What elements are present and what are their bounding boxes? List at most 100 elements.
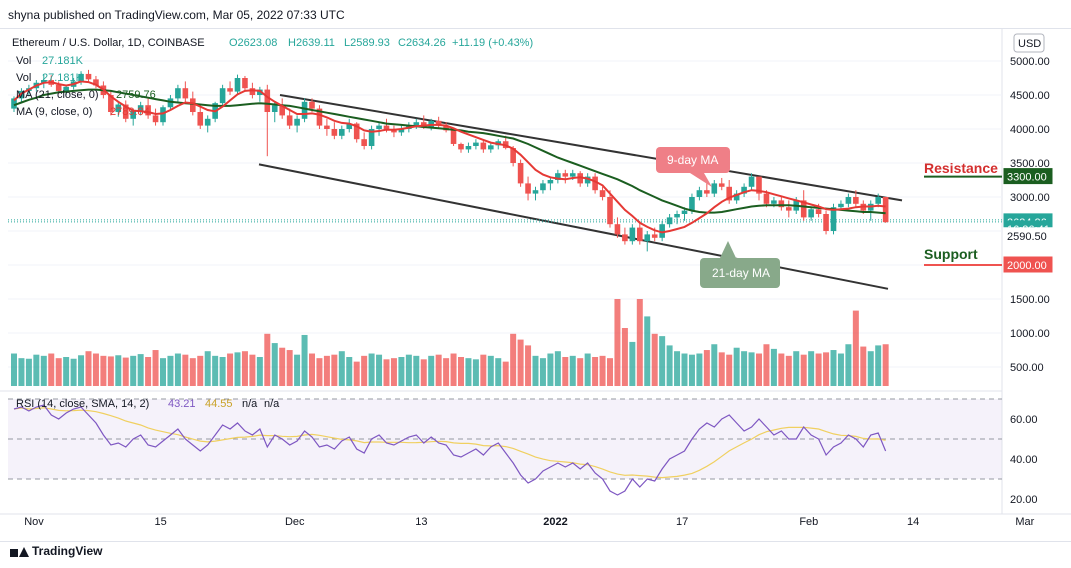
volume-bar: [107, 356, 114, 386]
volume-bar: [651, 333, 658, 386]
time-tick-label: Feb: [799, 516, 818, 528]
volume-bar: [867, 351, 874, 386]
candle-body: [450, 130, 457, 144]
candle-body: [845, 197, 852, 204]
volume-bar: [763, 344, 770, 386]
candle-body: [108, 95, 114, 112]
candle-body: [882, 197, 889, 223]
price-tick-label: 5000.00: [1010, 56, 1050, 68]
candle-body: [629, 227, 636, 242]
brand-text: TradingView: [32, 544, 103, 558]
volume-bar: [487, 355, 494, 386]
volume-bar: [644, 316, 651, 386]
volume-bar: [666, 345, 673, 386]
volume-bar: [480, 354, 487, 386]
candle-body: [726, 186, 732, 201]
volume-bar: [458, 357, 464, 386]
volume-bar: [368, 353, 375, 386]
volume-bar: [539, 358, 546, 386]
volume-bar: [70, 358, 77, 386]
volume-bar: [204, 351, 211, 386]
chart-frame: 5000.004500.004000.003500.003000.002500.…: [0, 28, 1071, 542]
volume-bar: [152, 350, 159, 386]
volume-bar: [793, 351, 800, 386]
volume-bar: [383, 359, 390, 386]
volume-bar: [18, 358, 25, 386]
volume-bar: [510, 333, 517, 386]
legend-ma21-label: MA (21, close, 0): [16, 89, 99, 101]
volume-bar: [212, 355, 219, 386]
volume-bar: [830, 350, 837, 386]
candle-body: [517, 163, 524, 184]
volume-bar: [92, 353, 99, 386]
price-tick-label: 500.00: [1010, 362, 1044, 374]
time-tick-label: 2022: [543, 516, 567, 528]
resistance-label: Resistance: [924, 160, 998, 176]
candle-body: [525, 183, 531, 194]
volume-bar: [554, 351, 561, 386]
candle-body: [339, 129, 345, 136]
candle-body: [145, 105, 151, 116]
volume-bar: [115, 355, 122, 386]
legend-ma21-value: 2759.76: [116, 89, 156, 101]
legend-vol2-label: Vol: [16, 72, 31, 84]
legend-ma9-value: 2789.84: [110, 106, 150, 118]
volume-bar: [569, 355, 576, 386]
candle-body: [763, 193, 770, 204]
candle-body: [190, 98, 196, 112]
price-tick-label: 1500.00: [1010, 294, 1050, 306]
volume-bar: [785, 355, 792, 386]
legend-vol1-label: Vol: [16, 55, 31, 67]
volume-bar: [122, 357, 129, 386]
candle-body: [249, 88, 256, 95]
volume-bar: [845, 344, 852, 386]
candle-body: [279, 105, 285, 116]
volume-bar: [733, 347, 740, 386]
volume-bar: [33, 354, 40, 386]
volume-bar: [130, 355, 137, 386]
volume-bar: [800, 354, 807, 386]
candle-body: [771, 200, 777, 204]
volume-bar: [309, 353, 315, 386]
ma21-line: [13, 88, 886, 215]
volume-bar: [681, 353, 688, 386]
volume-bar: [875, 345, 882, 386]
candle-body: [398, 129, 405, 133]
volume-bar: [599, 355, 606, 386]
time-tick-label: 15: [155, 516, 167, 528]
legend-symbol: Ethereum / U.S. Dollar, 1D, COINBASE: [12, 37, 205, 49]
candle-body: [309, 101, 315, 109]
legend-vol1-value: 27.181K: [42, 55, 84, 67]
price-tick-label: 3000.00: [1010, 192, 1050, 204]
candle-body: [301, 101, 308, 119]
volume-bar: [815, 353, 822, 386]
volume-bar: [577, 358, 584, 386]
volume-bar: [405, 354, 412, 386]
volume-bar: [227, 353, 234, 386]
legend-low: L2589.93: [344, 37, 390, 49]
candle-body: [748, 176, 755, 187]
currency-button[interactable]: [1013, 33, 1045, 53]
support-label: Support: [924, 246, 978, 262]
volume-bar: [584, 353, 591, 386]
candle-body: [830, 207, 837, 231]
candle-body: [458, 143, 464, 150]
candle-body: [815, 209, 822, 214]
volume-bar: [279, 347, 286, 386]
volume-bar: [860, 346, 867, 386]
candle-body: [532, 190, 539, 194]
legend-rsi-sma: 44.55: [205, 398, 233, 410]
tradingview-logo[interactable]: TradingView: [10, 544, 102, 558]
time-tick-label: 17: [676, 516, 688, 528]
candle-body: [674, 214, 680, 218]
volume-bars: [11, 299, 889, 386]
legend-rsi-na1: n/a: [242, 398, 258, 410]
candle-body: [346, 123, 353, 129]
ma9-callout-box: [656, 147, 730, 173]
price-badge: [1003, 227, 1053, 244]
candle-body: [778, 200, 785, 208]
volume-bar: [361, 355, 368, 386]
volume-bar: [40, 355, 47, 386]
volume-bar: [756, 353, 762, 386]
candle-body: [353, 123, 360, 140]
